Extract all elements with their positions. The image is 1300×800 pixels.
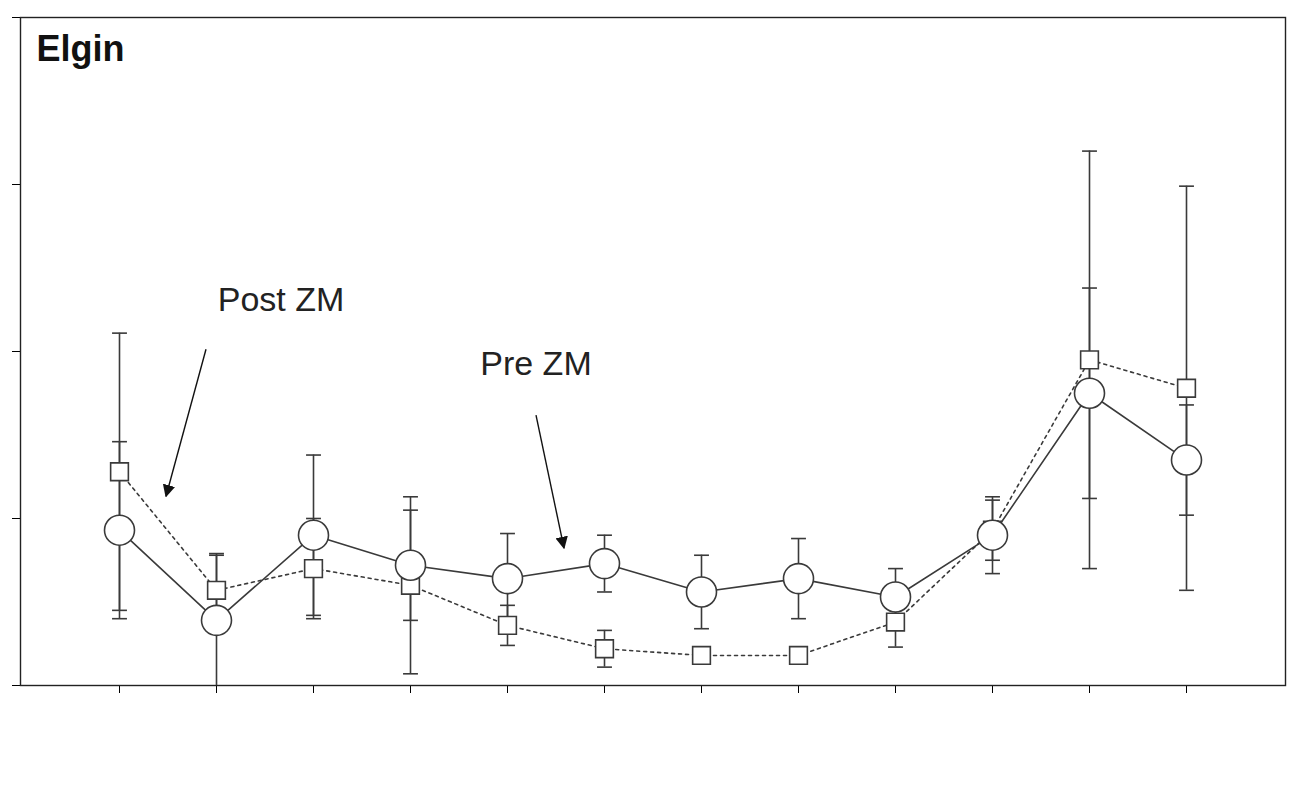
svg-text:Elgin: Elgin [37,28,125,69]
svg-text:Pre ZM: Pre ZM [480,344,591,382]
svg-text:Post ZM: Post ZM [218,280,345,318]
